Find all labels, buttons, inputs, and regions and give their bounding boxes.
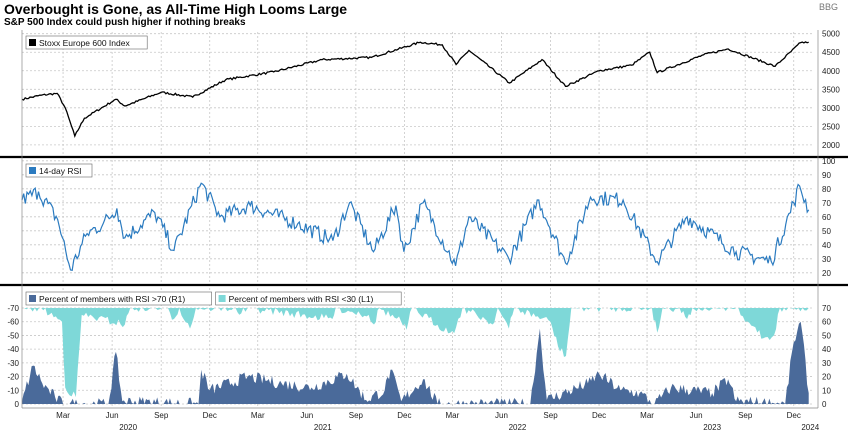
- x-tick-month: Jun: [300, 411, 313, 420]
- y-tick-label-left: -60: [7, 318, 19, 327]
- y-tick-label: 5000: [822, 30, 840, 39]
- y-tick-label: 90: [822, 171, 831, 180]
- x-tick-month: Dec: [397, 411, 411, 420]
- legend-oversold-label: Percent of members with RSI <30 (L1): [229, 294, 374, 304]
- y-tick-label-right: 50: [822, 331, 831, 340]
- x-tick-month: Dec: [787, 411, 801, 420]
- y-tick-label-right: 40: [822, 345, 831, 354]
- chart-subtitle: S&P 500 Index could push higher if nothi…: [4, 17, 246, 28]
- legend-index-box: [25, 35, 148, 50]
- corner-mark: BBG: [819, 2, 838, 12]
- legend-rsi: 14-day RSI: [25, 163, 93, 178]
- chart-title: Overbought is Gone, as All-Time High Loo…: [4, 1, 348, 17]
- y-tick-label-left: -10: [7, 386, 19, 395]
- y-tick-label: 20: [822, 269, 831, 278]
- x-tick-month: Dec: [203, 411, 217, 420]
- x-tick-year: 2023: [703, 423, 721, 432]
- legend-oversold-swatch: [218, 295, 226, 302]
- x-tick-month: Sep: [738, 411, 753, 420]
- x-tick-month: Jun: [106, 411, 119, 420]
- legend-index-label: Stoxx Europe 600 Index: [39, 38, 130, 48]
- x-tick-month: Dec: [592, 411, 606, 420]
- x-tick-month: Mar: [56, 411, 70, 420]
- y-tick-label-left: -20: [7, 373, 19, 382]
- x-tick-year: 2021: [314, 423, 332, 432]
- y-tick-label: 100: [822, 157, 836, 166]
- y-tick-label: 80: [822, 185, 831, 194]
- legend-index: Stoxx Europe 600 Index: [25, 35, 148, 50]
- x-tick-month: Sep: [349, 411, 364, 420]
- y-tick-label: 3000: [822, 104, 840, 113]
- x-tick-month: Mar: [446, 411, 460, 420]
- legend-rsi-box: [25, 163, 93, 178]
- index-line: [21, 41, 809, 138]
- legend-oversold: Percent of members with RSI <30 (L1): [215, 291, 402, 306]
- y-tick-label: 4000: [822, 67, 840, 76]
- y-tick-label: 50: [822, 227, 831, 236]
- legend-overbought-swatch: [29, 295, 36, 302]
- legend-overbought: Percent of members with RSI >70 (R1): [25, 291, 212, 306]
- x-tick-year: 2024: [801, 423, 819, 432]
- y-tick-label: 2000: [822, 141, 840, 150]
- legend-index-swatch: [29, 39, 36, 46]
- y-tick-label: 60: [822, 213, 831, 222]
- y-tick-label-left: 0: [15, 400, 20, 409]
- legend-oversold-box: [215, 291, 402, 306]
- rsi-line: [21, 182, 810, 271]
- y-tick-label: 30: [822, 255, 831, 264]
- y-tick-label-right: 10: [822, 386, 831, 395]
- x-tick-year: 2020: [119, 423, 137, 432]
- y-tick-label: 4500: [822, 48, 840, 57]
- x-tick-month: Mar: [251, 411, 265, 420]
- legend-rsi-swatch: [29, 167, 36, 174]
- x-tick-year: 2022: [509, 423, 527, 432]
- y-tick-label-right: 60: [822, 318, 831, 327]
- y-tick-label-right: 70: [822, 304, 831, 313]
- y-tick-label: 2500: [822, 122, 840, 131]
- x-tick-month: Sep: [543, 411, 558, 420]
- x-tick-month: Jun: [495, 411, 508, 420]
- y-tick-label-right: 0: [822, 400, 827, 409]
- y-tick-label-left: -40: [7, 345, 19, 354]
- y-tick-label-left: -70: [7, 304, 19, 313]
- legend-overbought-label: Percent of members with RSI >70 (R1): [39, 294, 185, 304]
- y-tick-label: 70: [822, 199, 831, 208]
- legend-overbought-box: [25, 291, 212, 306]
- y-tick-label-left: -30: [7, 359, 19, 368]
- x-tick-month: Jun: [690, 411, 703, 420]
- y-tick-label: 40: [822, 241, 831, 250]
- legend-rsi-label: 14-day RSI: [39, 166, 82, 176]
- overbought-area: [22, 321, 809, 404]
- y-tick-label-right: 30: [822, 359, 831, 368]
- y-tick-label-right: 20: [822, 373, 831, 382]
- x-tick-month: Sep: [154, 411, 169, 420]
- y-tick-label: 3500: [822, 85, 840, 94]
- y-tick-label-left: -50: [7, 331, 19, 340]
- x-tick-month: Mar: [640, 411, 654, 420]
